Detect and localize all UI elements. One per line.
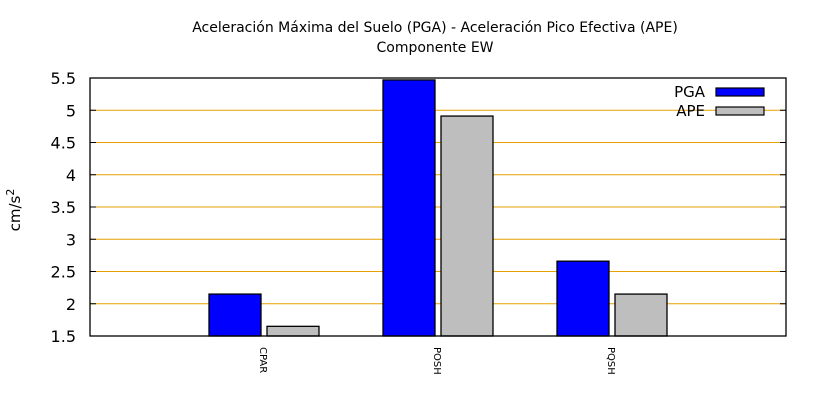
bar-ape-pqsh — [614, 293, 668, 337]
y-tick-label: 3.5 — [51, 198, 76, 217]
y-tick-label: 5 — [66, 101, 76, 120]
y-tick-label: 1.5 — [51, 327, 76, 346]
y-tick-label: 2.5 — [51, 263, 76, 282]
legend-swatch — [715, 87, 765, 97]
y-tick-label: 3 — [66, 230, 76, 249]
y-axis-label: cm/s2 — [4, 189, 24, 232]
bar-pga-posh — [382, 79, 436, 337]
y-tick-label: 4.5 — [51, 134, 76, 153]
legend-label: PGA — [674, 83, 706, 101]
bar-pga-pqsh — [556, 260, 610, 337]
y-tick-label: 5.5 — [51, 69, 76, 88]
bar-ape-cpar — [266, 325, 320, 337]
bar-pga-cpar — [208, 293, 262, 337]
chart-title-line-1: Aceleración Máxima del Suelo (PGA) - Ace… — [192, 20, 678, 36]
y-tick-label: 2 — [66, 295, 76, 314]
bar-ape-posh — [440, 115, 494, 337]
legend-label: APE — [676, 102, 705, 120]
x-tick-label: POSH — [431, 347, 442, 375]
x-tick-label: CPAR — [257, 347, 268, 373]
x-tick-label: PQSH — [605, 347, 616, 375]
y-tick-label: 4 — [66, 166, 76, 185]
legend-swatch — [715, 106, 765, 116]
chart-title-line-2: Componente EW — [376, 40, 493, 56]
